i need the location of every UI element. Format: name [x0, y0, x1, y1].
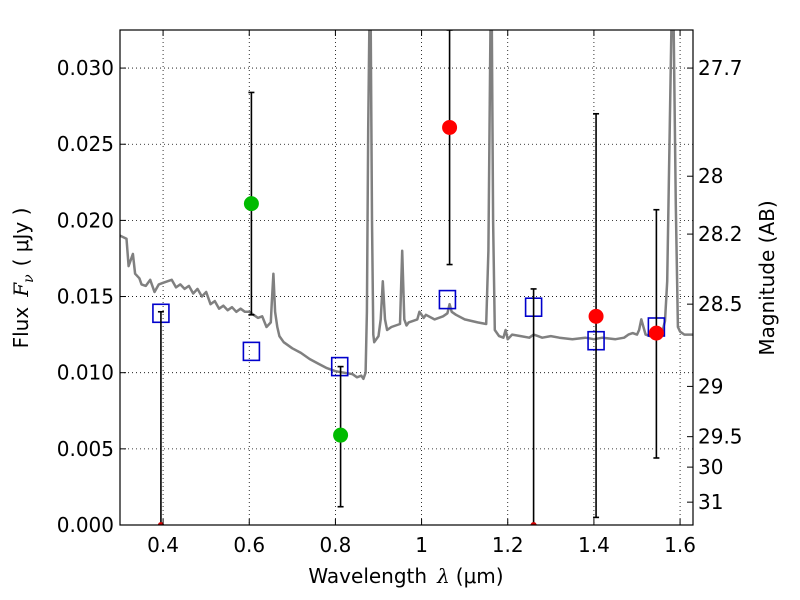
x-tick-label: 1.6 [664, 533, 696, 557]
observed-flux-point [588, 308, 604, 324]
y-tick-label: 0.000 [57, 513, 114, 537]
tick-labels: 0.4 0.6 0.8 1 1.2 1.4 1.6 0.000 0.005 0.010 0.015 0… [57, 56, 743, 557]
y-tick-label: 0.030 [57, 56, 114, 80]
x-tick-label: 1.4 [578, 533, 610, 557]
right-tick-label: 29.5 [698, 425, 743, 449]
observed-flux-point [648, 325, 664, 341]
right-tick-label: 30 [698, 455, 723, 479]
x-tick-label: 0.8 [320, 533, 352, 557]
right-tick-label: 27.7 [698, 56, 743, 80]
y-tick-label: 0.020 [57, 208, 114, 232]
non-detection-point [157, 522, 164, 525]
grid-lines [120, 30, 693, 526]
plot-area [120, 30, 693, 525]
x-tick-label: 1.2 [492, 533, 524, 557]
model-photometry-square [242, 341, 261, 362]
model-spectrum-line [120, 30, 693, 381]
right-tick-label: 28 [698, 164, 723, 188]
non-detection-point [530, 522, 537, 525]
right-axis-label: Magnitude (AB) [755, 200, 779, 355]
model-photometry-square [330, 356, 349, 377]
x-tick-label: 0.4 [147, 533, 179, 557]
y-tick-label: 0.010 [57, 361, 114, 385]
y-tick-label: 0.025 [57, 132, 114, 156]
plot-frame [119, 29, 694, 526]
x-axis-label: Wavelength λ (μm) [308, 564, 503, 588]
axis-ticks [120, 30, 693, 526]
model-photometry-square [438, 289, 457, 310]
right-tick-label: 28.5 [698, 292, 743, 316]
observed-flux-point [333, 427, 349, 443]
x-tick-label: 0.6 [233, 533, 265, 557]
right-tick-label: 28.2 [698, 222, 743, 246]
observed-flux-point [243, 196, 259, 212]
right-tick-label: 29 [698, 374, 723, 398]
x-tick-label: 1 [415, 533, 428, 557]
y-axis-label: FluxFν( μJy ) [9, 208, 37, 349]
observed-flux-point [442, 119, 458, 135]
y-tick-label: 0.005 [57, 437, 114, 461]
right-tick-label: 31 [698, 490, 723, 514]
y-tick-label: 0.015 [57, 285, 114, 309]
